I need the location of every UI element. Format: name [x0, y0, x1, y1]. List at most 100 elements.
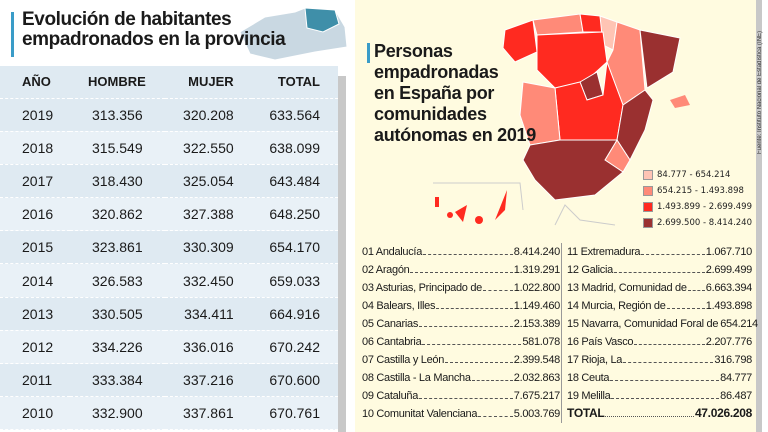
table-cell: 334.226 [70, 330, 166, 365]
table-cell: 654.170 [251, 230, 338, 265]
leader-dots [483, 290, 513, 291]
region-item: 01 Andalucía 8.414.240 [362, 240, 560, 258]
table-row: 2014 326.583 332.450 659.033 [0, 263, 338, 298]
table-cell: 2017 [0, 164, 70, 199]
table-cell: 2011 [0, 363, 70, 398]
region-value: 654.214 [720, 318, 758, 330]
region-item: 16 País Vasco 2.207.776 [567, 330, 752, 348]
table-cell: 670.600 [251, 363, 338, 398]
table-cell: 332.450 [165, 263, 252, 298]
region-name: 17 Rioja, La [567, 354, 623, 366]
table-cell: 2018 [0, 131, 70, 165]
table-row: 2017 318.430 325.054 643.484 [0, 164, 338, 199]
region-andalucia [522, 139, 624, 201]
leader-dots [611, 398, 720, 399]
region-name: 11 Extremadura [567, 246, 641, 258]
legend-swatch [643, 170, 653, 180]
region-value: 7.675.217 [513, 390, 561, 402]
leader-dots [687, 290, 705, 291]
header-year: AÑO [0, 66, 70, 99]
table-cell: 325.054 [165, 164, 252, 199]
spain-panel: Personas empadronadas en España por comunid… [355, 0, 762, 432]
table-cell: 643.484 [251, 164, 338, 199]
title-accent [367, 43, 370, 63]
region-value: 1.067.710 [705, 246, 753, 258]
title-line: empadronadas [374, 62, 499, 82]
leader-dots [613, 272, 705, 273]
header-men: HOMBRE [70, 66, 166, 99]
leader-dots [471, 380, 513, 381]
legend-swatch [643, 186, 653, 196]
province-title: Evolución de habitantes empadronados en l… [22, 10, 286, 50]
province-map-icon [239, 7, 348, 61]
table-shadow [338, 76, 346, 432]
table-row: 2015 323.861 330.309 654.170 [0, 230, 338, 265]
table-cell: 664.916 [251, 297, 338, 331]
map-legend: 84.777 - 654.214 654.215 - 1.493.898 1.493… [643, 167, 752, 231]
table-row: 2016 320.862 327.388 648.250 [0, 197, 338, 232]
region-name: 12 Galicia [567, 264, 613, 276]
total-row: TOTAL 47.026.208 [567, 402, 752, 420]
table-cell: 320.208 [165, 98, 252, 132]
table-cell: 323.861 [70, 230, 166, 265]
table-cell: 670.761 [251, 396, 338, 431]
header-total: TOTAL [251, 66, 338, 99]
region-item: 05 Canarias 2.153.389 [362, 312, 560, 330]
region-asturias-cantabria [532, 13, 584, 36]
table-cell: 2019 [0, 98, 70, 132]
table-cell: 670.242 [251, 330, 338, 365]
total-label: TOTAL [567, 406, 605, 420]
region-item: 07 Castilla y León 2.399.548 [362, 348, 560, 366]
region-name: 10 Comunitat Valenciana [362, 408, 478, 420]
region-name: 03 Asturias, Principado de [362, 282, 483, 294]
leader-dots [445, 362, 513, 363]
leader-dots [605, 416, 694, 417]
region-item: 08 Castilla - La Mancha 2.032.863 [362, 366, 560, 384]
leader-dots [478, 416, 513, 417]
table-row: 2013 330.505 334.411 664.916 [0, 297, 338, 331]
region-name: 13 Madrid, Comunidad de [567, 282, 687, 294]
region-item: 18 Ceuta 84.777 [567, 366, 752, 384]
table-cell: 315.549 [70, 131, 166, 165]
title-line: Personas [374, 41, 453, 61]
region-item: 02 Aragón 1.319.291 [362, 258, 560, 276]
table-cell: 2010 [0, 396, 70, 431]
leader-dots [641, 254, 705, 255]
table-cell: 2015 [0, 230, 70, 265]
leader-dots [436, 308, 513, 309]
region-value: 581.078 [522, 336, 560, 348]
canarias-frame [433, 182, 524, 211]
region-name: 02 Aragón [362, 264, 410, 276]
region-name: 05 Canarias [362, 318, 419, 330]
region-name: 04 Balears, Illes [362, 300, 436, 312]
region-name: 09 Cataluña [362, 390, 419, 402]
legend-label: 654.215 - 1.493.898 [657, 186, 744, 196]
region-name: 16 País Vasco [567, 336, 634, 348]
region-list-left: 01 Andalucía 8.414.240 02 Aragón 1.319.291 0… [362, 240, 560, 420]
region-item: 13 Madrid, Comunidad de 6.663.394 [567, 276, 752, 294]
region-baleares [670, 95, 690, 108]
region-item: 11 Extremadura 1.067.710 [567, 240, 752, 258]
region-item: 12 Galicia 2.699.499 [567, 258, 752, 276]
table-cell: 332.900 [70, 396, 166, 431]
region-name: 14 Murcia, Región de [567, 300, 666, 312]
region-pais-vasco [579, 13, 604, 33]
table-cell: 333.384 [70, 363, 166, 398]
total-value: 47.026.208 [694, 406, 752, 420]
region-value: 8.414.240 [513, 246, 561, 258]
region-value: 2.699.499 [705, 264, 753, 276]
legend-label: 2.699.500 - 8.414.240 [657, 218, 752, 228]
leader-dots [419, 326, 513, 327]
title-accent [11, 12, 14, 57]
table-cell: 648.250 [251, 197, 338, 232]
region-item: 09 Cataluña 7.675.217 [362, 384, 560, 402]
leader-dots [410, 272, 513, 273]
spain-map [433, 13, 690, 226]
table-cell: 337.861 [165, 396, 252, 431]
region-item: 06 Cantabria 581.078 [362, 330, 560, 348]
legend-item: 84.777 - 654.214 [643, 167, 752, 183]
leader-dots [623, 362, 714, 363]
region-name: 08 Castilla - La Mancha [362, 372, 471, 384]
table-cell: 326.583 [70, 263, 166, 298]
table-row: 2019 313.356 320.208 633.564 [0, 98, 338, 132]
